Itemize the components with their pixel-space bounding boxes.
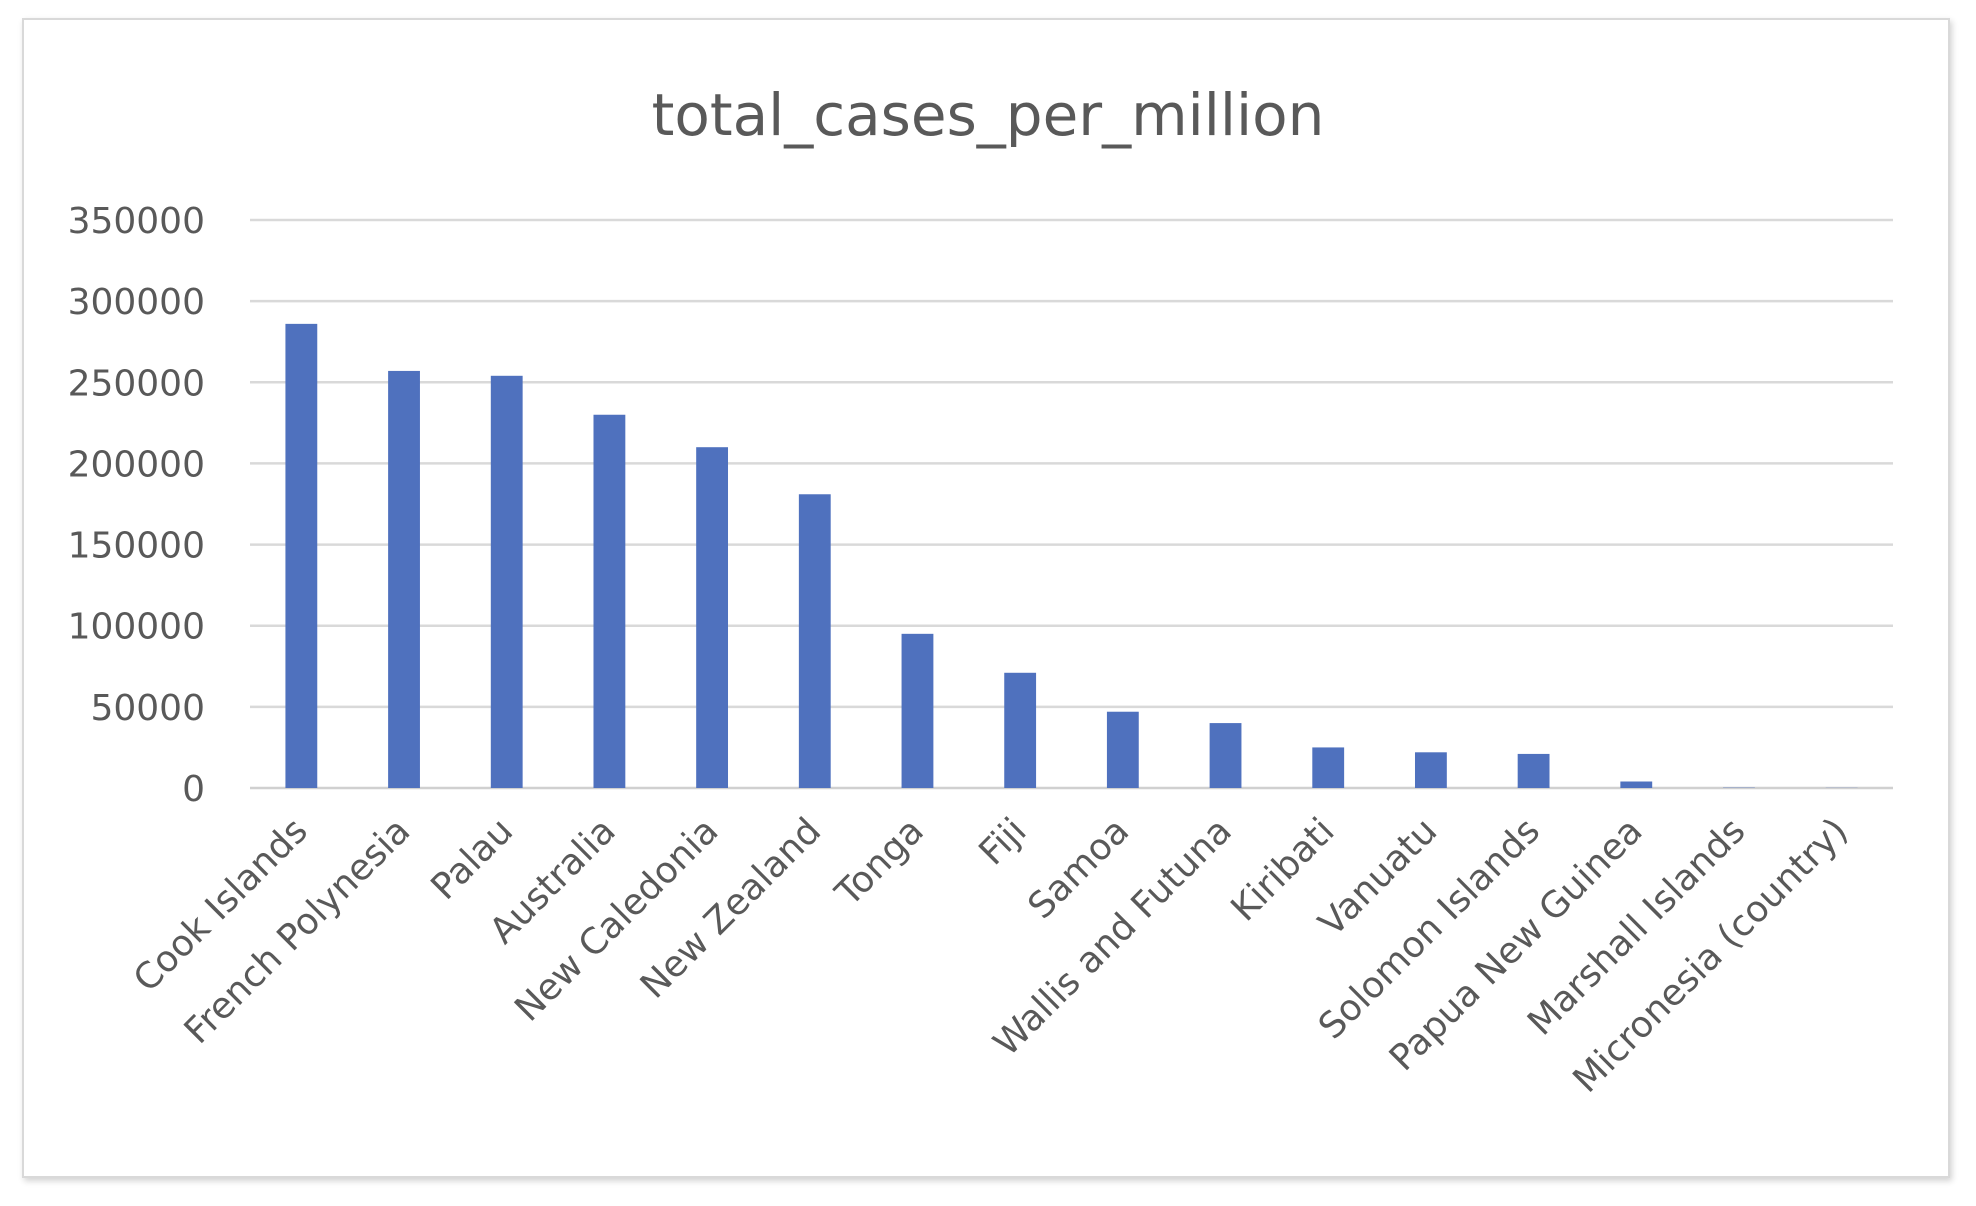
bar xyxy=(1004,672,1037,788)
bar xyxy=(1517,753,1550,788)
chart-title: total_cases_per_million xyxy=(652,81,1325,149)
bar xyxy=(1209,723,1242,788)
bar xyxy=(1620,781,1653,788)
bar xyxy=(285,323,318,788)
x-tick-label: Cook Islands xyxy=(126,810,316,1000)
x-tick-label: Tonga xyxy=(827,810,931,914)
y-tick-label: 0 xyxy=(182,769,205,810)
y-tick-label: 250000 xyxy=(68,363,205,404)
y-tick-label: 350000 xyxy=(68,201,205,242)
y-axis-ticks: 0 50000 100000 150000 200000 250000 300000 3500… xyxy=(68,201,205,810)
x-tick-label: Fiji xyxy=(972,810,1035,873)
chart-frame xyxy=(22,18,1950,1178)
bar xyxy=(593,414,626,788)
y-tick-label: 50000 xyxy=(90,688,205,729)
x-tick-label: Palau xyxy=(423,810,521,908)
bar xyxy=(490,375,523,788)
bar xyxy=(696,447,729,788)
bars xyxy=(285,323,1858,788)
y-tick-label: 100000 xyxy=(68,607,205,648)
bar xyxy=(1414,752,1447,788)
bar xyxy=(901,633,934,788)
y-tick-label: 150000 xyxy=(68,526,205,567)
x-tick-label: New Zealand xyxy=(633,810,829,1006)
bar xyxy=(798,494,831,788)
gridlines xyxy=(250,218,1893,790)
bar xyxy=(388,370,420,788)
y-tick-label: 200000 xyxy=(68,444,205,485)
bar xyxy=(1312,747,1345,788)
bar xyxy=(1106,711,1139,788)
y-tick-label: 300000 xyxy=(68,282,205,323)
